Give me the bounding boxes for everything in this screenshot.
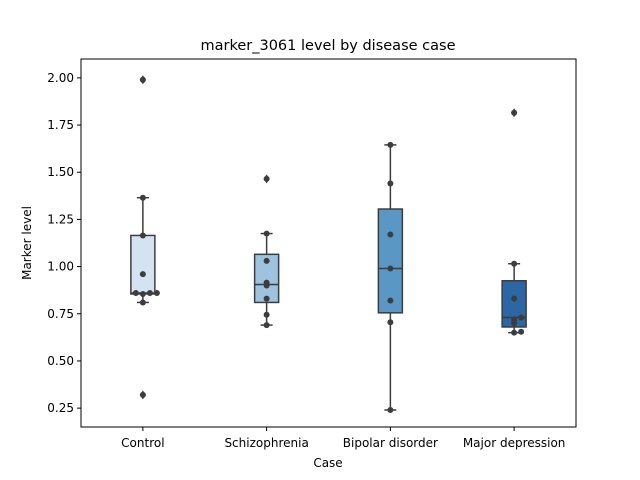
data-point: [511, 109, 518, 116]
data-point: [511, 329, 518, 336]
data-point: [387, 319, 394, 326]
data-point: [387, 180, 394, 187]
x-axis: Control Schizophrenia Bipolar disorder Majo…: [121, 427, 565, 450]
swarm-points: [511, 109, 525, 336]
box: [130, 234, 156, 295]
data-point: [139, 271, 146, 278]
data-point: [518, 328, 525, 335]
x-tick-label: Control: [121, 436, 164, 450]
x-tick-label: Schizophrenia: [224, 436, 308, 450]
data-point: [387, 407, 394, 414]
y-tick-label: 0.25: [47, 401, 74, 415]
data-point: [153, 290, 160, 297]
swarm-points: [132, 76, 160, 398]
data-point: [263, 311, 270, 318]
data-point: [139, 76, 146, 83]
data-point: [263, 279, 270, 286]
data-point: [132, 290, 139, 297]
data-point: [139, 194, 146, 201]
data-point: [518, 314, 525, 321]
data-point: [139, 391, 146, 398]
data-point: [511, 316, 518, 323]
x-tick-label: Bipolar disorder: [343, 436, 438, 450]
data-point: [387, 231, 394, 238]
data-point: [139, 232, 146, 239]
x-axis-label: Case: [313, 456, 342, 470]
data-point: [263, 322, 270, 329]
y-tick-label: 2.00: [47, 71, 74, 85]
y-axis: 0.25 0.50 0.75 1.00 1.25 1.50 1.75 2.00: [47, 71, 81, 415]
data-point: [263, 257, 270, 264]
data-point: [263, 175, 270, 182]
data-point: [263, 230, 270, 237]
data-point: [387, 265, 394, 272]
data-point: [263, 295, 270, 302]
x-tick-label: Major depression: [463, 436, 566, 450]
plot-frame: [80, 58, 577, 428]
plot-area: [130, 75, 527, 414]
y-tick-label: 0.50: [47, 354, 74, 368]
data-point: [511, 260, 518, 267]
data-point: [146, 290, 153, 297]
swarm-points: [387, 141, 394, 414]
y-tick-label: 1.25: [47, 212, 74, 226]
data-point: [139, 299, 146, 306]
y-axis-label: Marker level: [20, 206, 34, 280]
data-point: [511, 295, 518, 302]
data-point: [387, 297, 394, 304]
y-tick-label: 1.75: [47, 118, 74, 132]
data-point: [139, 290, 146, 297]
box-group: [377, 144, 404, 411]
data-point: [387, 141, 394, 148]
box: [377, 208, 404, 314]
box-group: [253, 174, 280, 326]
y-tick-label: 1.50: [47, 165, 74, 179]
swarm-points: [263, 175, 270, 329]
chart-title: marker_3061 level by disease case: [201, 38, 456, 54]
y-tick-label: 0.75: [47, 307, 74, 321]
y-tick-label: 1.00: [47, 260, 74, 274]
